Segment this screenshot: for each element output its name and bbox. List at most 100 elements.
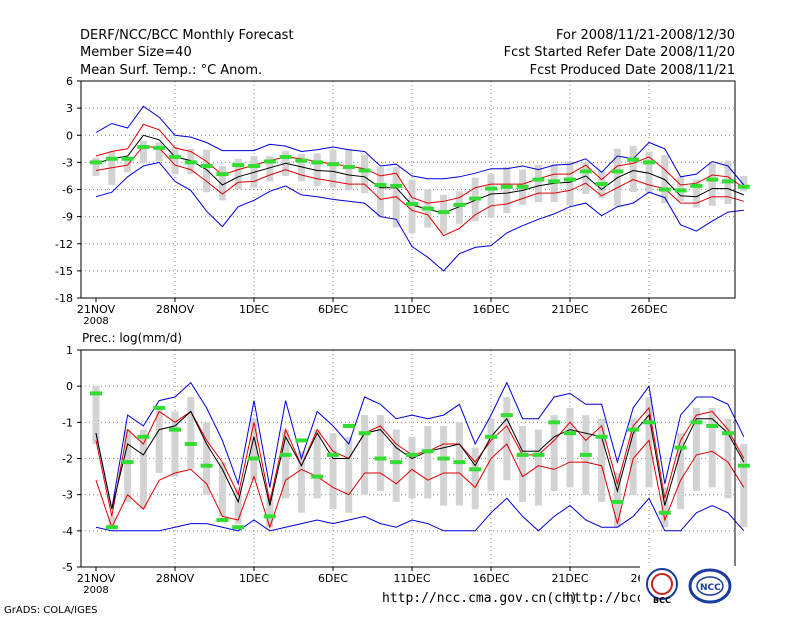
observation-marker	[169, 154, 181, 159]
y-tick-label: -3	[62, 489, 73, 502]
observation-marker	[595, 182, 608, 187]
spread-bar	[139, 140, 147, 164]
observation-marker	[342, 423, 355, 428]
observation-marker	[690, 183, 703, 188]
spread-bar	[139, 429, 147, 510]
observation-marker	[169, 427, 181, 432]
footer-url-en: http://bcc.c	[566, 591, 660, 606]
y-tick-label: -1	[62, 416, 73, 429]
spread-bar	[677, 433, 685, 510]
observation-marker	[327, 162, 339, 167]
observation-marker	[295, 158, 308, 163]
observation-marker	[200, 163, 213, 168]
observation-marker	[153, 145, 166, 150]
spread-bar	[266, 494, 274, 528]
observation-marker	[279, 452, 292, 457]
observation-marker	[706, 423, 719, 428]
observation-marker	[105, 525, 118, 530]
observation-marker	[216, 517, 229, 522]
spread-bar	[203, 149, 211, 193]
footer-url-ch: http://ncc.cma.gov.cn(ch)	[382, 591, 578, 606]
spread-bar	[598, 418, 606, 502]
observation-marker	[548, 179, 561, 184]
ensemble-mean-line	[95, 134, 744, 214]
spread-bar	[376, 166, 384, 218]
observation-marker	[564, 431, 576, 436]
y-tick-label: -12	[55, 238, 73, 251]
spread-bar	[503, 397, 511, 481]
observation-marker	[421, 206, 434, 211]
observation-marker	[390, 183, 403, 188]
spread-bar	[534, 165, 542, 203]
upper-red-line	[95, 406, 745, 517]
spread-bar	[629, 146, 637, 193]
spread-bar	[708, 407, 716, 488]
observation-marker	[579, 169, 592, 174]
spread-bar	[155, 407, 163, 473]
observation-marker	[690, 420, 703, 425]
spread-bar	[329, 433, 337, 510]
spread-bar	[534, 429, 542, 506]
spread-bar	[550, 415, 558, 492]
observation-marker	[706, 177, 719, 182]
spread-bar	[218, 165, 226, 201]
spread-bar	[313, 153, 321, 186]
x-tick-label: 16DEC	[472, 303, 509, 316]
spread-bar	[645, 151, 653, 194]
upper-blue-line	[95, 105, 745, 186]
observation-marker	[342, 164, 355, 169]
observation-marker	[674, 445, 687, 450]
spread-bar	[740, 175, 748, 192]
spread-bar	[582, 162, 590, 195]
observation-marker	[611, 169, 624, 174]
y-tick-label: -2	[62, 453, 73, 466]
x-tick-label: 11DEC	[393, 572, 430, 585]
observation-marker	[643, 420, 655, 425]
x-tick-label: 6DEC	[318, 303, 348, 316]
upper-red-line	[95, 123, 745, 204]
observation-marker	[658, 187, 671, 192]
y-tick-label: 1	[66, 344, 73, 357]
precip-variable-label: Prec.: log(mm/d)	[82, 331, 182, 345]
spread-bar	[376, 415, 384, 492]
plot-frame	[80, 349, 736, 568]
y-tick-label: -18	[55, 292, 73, 305]
spread-bar	[297, 451, 305, 513]
ncc-logo-text: NCC	[700, 583, 721, 593]
observation-marker	[406, 452, 418, 457]
observation-marker	[248, 456, 260, 461]
spread-bar	[629, 418, 637, 495]
observation-marker	[532, 452, 545, 457]
spread-bar	[471, 447, 479, 510]
observation-marker	[327, 452, 339, 457]
observation-marker	[722, 179, 734, 184]
observation-marker	[737, 463, 750, 468]
y-tick-label: -3	[62, 156, 73, 169]
observation-marker	[595, 434, 608, 439]
spread-bar	[519, 425, 527, 502]
y-tick-label: 6	[66, 75, 73, 88]
observation-marker	[532, 177, 545, 182]
y-tick-label: 0	[66, 129, 73, 142]
spread-bar	[724, 418, 732, 499]
upper-blue-line	[95, 381, 745, 510]
plot-frame	[80, 80, 736, 299]
spread-bar	[566, 407, 574, 488]
spread-bar	[234, 158, 242, 190]
observation-marker	[548, 420, 561, 425]
lower-blue-line	[95, 161, 744, 272]
observation-marker	[674, 188, 687, 193]
observation-marker	[153, 405, 166, 410]
spread-bar	[708, 163, 716, 206]
spread-bar	[487, 418, 495, 492]
x-tick-label: 28NOV	[156, 572, 195, 585]
observation-marker	[516, 452, 529, 457]
observation-marker	[469, 196, 482, 201]
observation-marker	[121, 156, 134, 161]
y-tick-label: 0	[66, 380, 73, 393]
x-tick-label: 11DEC	[393, 303, 430, 316]
spread-bar	[661, 487, 669, 528]
spread-bar	[92, 157, 100, 176]
produced-date: Fcst Produced Date 2008/11/21	[530, 63, 735, 78]
spread-bar	[361, 415, 369, 495]
